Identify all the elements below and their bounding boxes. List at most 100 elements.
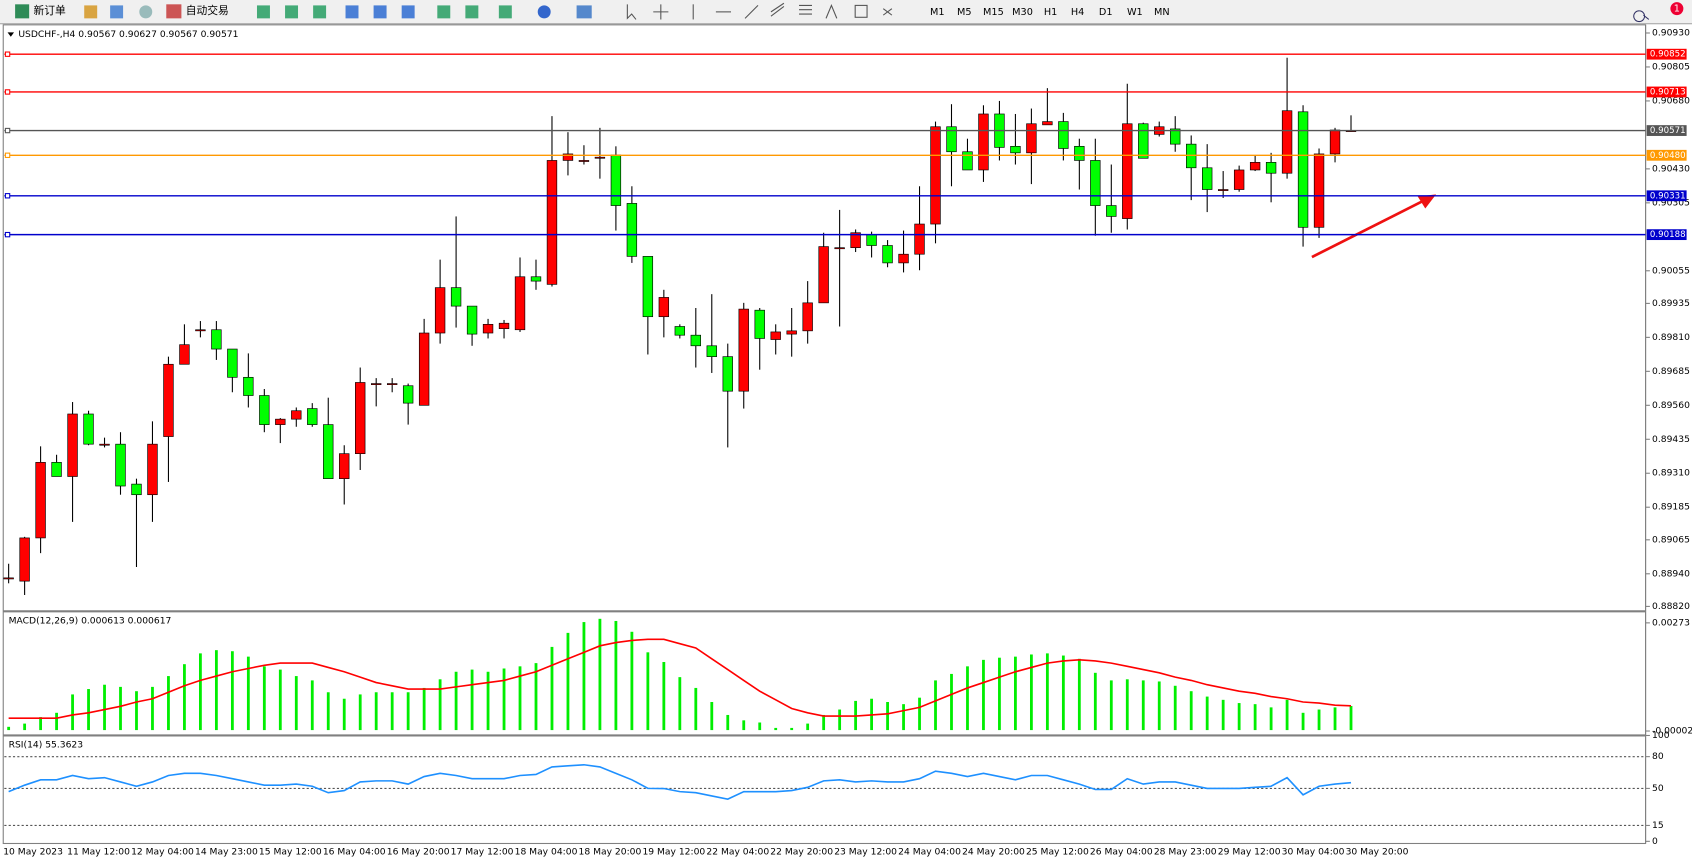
macd-bar (646, 652, 650, 731)
timeframe-button[interactable]: W1 (1127, 7, 1143, 18)
macd-bar (262, 666, 266, 731)
macd-bar (119, 686, 122, 731)
price-level-label: 0.90480 (1650, 151, 1686, 161)
tool-icon[interactable] (110, 5, 124, 19)
x-tick-label: 29 May 12:00 (1218, 847, 1281, 858)
y-tick-label: 0.90055 (1652, 265, 1690, 276)
text-tool[interactable] (825, 3, 838, 19)
macd-bar (678, 677, 682, 731)
candle-body (291, 410, 302, 420)
candle-body (898, 253, 909, 264)
tool-icon[interactable] (465, 5, 479, 19)
annotation-arrow (1311, 194, 1437, 259)
timeframe-button[interactable]: M15 (983, 7, 1004, 18)
tool-icon[interactable] (345, 5, 359, 19)
candle-body (1058, 121, 1069, 149)
tool-icon[interactable] (313, 5, 327, 19)
macd-bar (758, 722, 762, 731)
macd-bar (406, 692, 410, 731)
search-icon[interactable] (1633, 10, 1650, 23)
timeframe-button[interactable]: M5 (957, 7, 972, 18)
candle-body (402, 385, 414, 404)
timeframe-button[interactable]: M1 (930, 7, 945, 18)
macd-bar (694, 687, 698, 731)
timeframe-button[interactable]: H4 (1071, 7, 1084, 18)
new-order-icon[interactable] (15, 4, 30, 19)
price-level-label: 0.90188 (1650, 230, 1686, 240)
macd-bar (358, 694, 362, 731)
y-tick-label: 0.90430 (1652, 163, 1690, 174)
tool-icon[interactable] (401, 5, 415, 19)
y-tick-label: 0.88940 (1652, 568, 1690, 579)
tool-icon[interactable] (537, 5, 551, 19)
candle-body (802, 302, 813, 332)
candle-body (706, 345, 717, 357)
x-tick-label: 23 May 12:00 (834, 847, 897, 858)
macd-bar (39, 717, 43, 731)
macd-bar (294, 676, 298, 731)
candle-body (179, 344, 190, 365)
price-level-label: 0.90331 (1650, 191, 1686, 201)
macd-bar (1349, 706, 1353, 731)
trendline-tool[interactable] (744, 5, 759, 19)
badge-count: 1 (1674, 4, 1680, 15)
shapes-tool[interactable] (882, 8, 893, 16)
label-tool[interactable] (854, 4, 868, 18)
crosshair-tool[interactable] (653, 4, 669, 20)
tool-icon[interactable] (437, 5, 451, 19)
y-tick-label: 0.90930 (1652, 27, 1690, 38)
price-level-handle (4, 152, 11, 158)
candle-body (259, 395, 270, 425)
y-tick-label: 0.90805 (1652, 61, 1690, 72)
candle-body (738, 308, 749, 392)
tool-icon[interactable] (373, 5, 387, 19)
candle-body (99, 443, 110, 446)
candle-body (1090, 160, 1101, 206)
candle-body (1217, 189, 1229, 191)
candle-body (51, 462, 62, 477)
macd-bar (806, 723, 810, 731)
timeframe-button[interactable]: D1 (1099, 7, 1113, 18)
fibo-tool[interactable] (799, 4, 812, 15)
candle-body (610, 154, 622, 206)
symbol-marker (7, 32, 15, 37)
notification-badge[interactable] (1670, 2, 1684, 16)
candle-body (1313, 153, 1325, 228)
macd-bar (214, 650, 218, 731)
cursor-tool[interactable] (626, 4, 637, 20)
macd-bar (486, 671, 490, 731)
timeframe-button[interactable]: M30 (1012, 7, 1033, 18)
price-level-box (1646, 86, 1687, 98)
candle-body (1106, 205, 1117, 217)
macd-bar (135, 691, 138, 731)
candle-body (450, 287, 462, 307)
timeframe-button[interactable]: H1 (1044, 7, 1057, 18)
tool-icon[interactable] (139, 5, 153, 19)
macd-bar (774, 727, 778, 731)
candle-body (498, 322, 510, 329)
tool-icon[interactable] (285, 5, 299, 19)
x-tick-label: 26 May 04:00 (1090, 847, 1153, 858)
drawing-tools (626, 2, 893, 20)
macd-bar (550, 646, 554, 731)
new-order[interactable]: 新订单 (33, 4, 66, 17)
auto-trading[interactable]: 自动交易 (186, 4, 229, 17)
tool-icon[interactable] (84, 5, 98, 19)
candle-body (978, 113, 989, 171)
y-tick-label: 0.90305 (1652, 197, 1690, 208)
candle-body (67, 413, 78, 477)
candle-body (578, 160, 590, 162)
channel-tool[interactable] (770, 2, 785, 17)
y-tick-label: -0.000024 (1652, 726, 1692, 737)
tool-icon[interactable] (498, 5, 512, 19)
x-tick-label: 12 May 04:00 (131, 847, 194, 858)
auto-trading-icon[interactable] (166, 4, 182, 19)
y-tick-label: 0.89185 (1652, 502, 1690, 513)
candle-body (386, 383, 398, 385)
timeframe-button[interactable]: MN (1154, 7, 1170, 18)
signal-line (8, 638, 1352, 719)
candle-body (434, 287, 446, 334)
macd-bar (326, 692, 330, 731)
tool-icon[interactable] (576, 5, 592, 19)
tool-icon[interactable] (256, 5, 270, 19)
